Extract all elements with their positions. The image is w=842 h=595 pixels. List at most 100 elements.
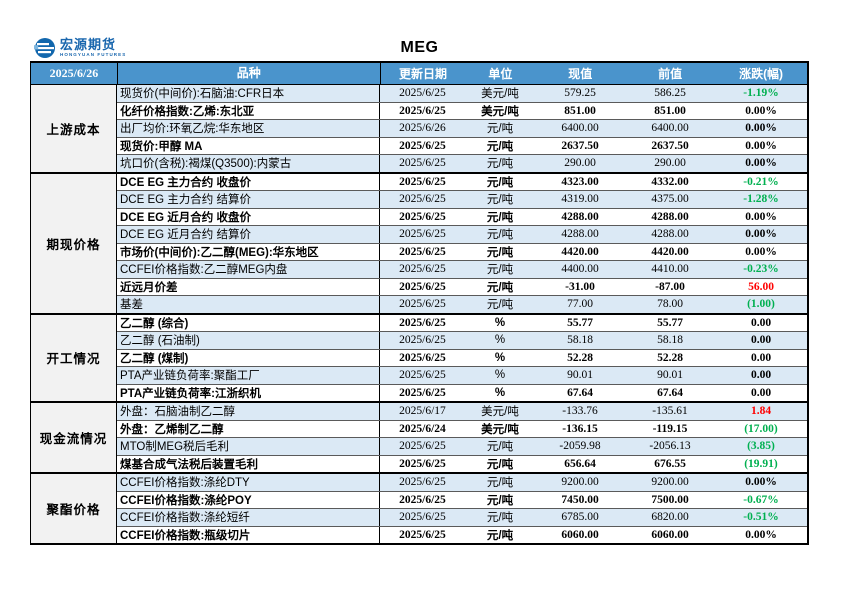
variety-cell: 外盘：乙烯制乙二醇 <box>117 420 380 437</box>
current-cell: 6060.00 <box>561 528 599 541</box>
change-cell: -0.21% <box>743 175 779 188</box>
table-row: 坑口价(含税):褐煤(Q3500):内蒙古 2025/6/25 元/吨 290.00 2… <box>117 154 807 172</box>
previous-cell: 290.00 <box>654 157 686 170</box>
column-header-variety: 品种 <box>118 63 381 84</box>
table-row: 近远月价差 2025/6/25 元/吨 -31.00 -87.00 56.00 <box>117 277 807 295</box>
change-cell: (19.91) <box>744 457 778 470</box>
unit-cell: % <box>494 386 506 399</box>
date-cell: 2025/6/25 <box>399 104 446 117</box>
table-section: 上游成本 现货价(中间价):石脑油:CFR日本 2025/6/25 美元/吨 579.2… <box>31 84 807 172</box>
unit-cell: 元/吨 <box>486 512 514 525</box>
variety-cell: 出厂均价:环氧乙烷:华东地区 <box>117 120 380 137</box>
previous-cell: 4410.00 <box>651 263 689 276</box>
variety-cell: 外盘：石脑油制乙二醇 <box>117 403 380 420</box>
current-cell: 9200.00 <box>561 476 599 489</box>
report-topbar: 宏源期货 HONGYUAN FUTURES MEG <box>30 36 809 63</box>
current-cell: 77.00 <box>567 298 593 311</box>
previous-cell: 4375.00 <box>651 193 689 206</box>
previous-cell: 4288.00 <box>651 228 689 241</box>
change-cell: 0.00% <box>745 139 777 152</box>
variety-cell: MTO制MEG税后毛利 <box>117 438 380 455</box>
current-cell: 58.18 <box>567 334 593 347</box>
change-cell: 1.84 <box>750 405 772 418</box>
current-cell: 90.01 <box>567 369 593 382</box>
table-row: 基差 2025/6/25 元/吨 77.00 78.00 (1.00) <box>117 295 807 313</box>
current-cell: 55.77 <box>567 316 593 329</box>
table-row: CCFEI价格指数:涤纶短纤 2025/6/25 元/吨 6785.00 6820.00… <box>117 508 807 526</box>
unit-cell: 美元/吨 <box>481 88 519 101</box>
date-cell: 2025/6/25 <box>399 263 446 276</box>
variety-cell: DCE EG 主力合约 收盘价 <box>117 173 380 190</box>
table-row: 市场价(中间价):乙二醇(MEG):华东地区 2025/6/25 元/吨 4420.0… <box>117 242 807 260</box>
hongyuan-logo-icon <box>34 37 56 59</box>
previous-cell: -87.00 <box>655 280 685 293</box>
date-cell: 2025/6/25 <box>399 193 446 206</box>
unit-cell: 美元/吨 <box>481 406 519 419</box>
report-date: 2025/6/26 <box>31 63 118 84</box>
date-cell: 2025/6/25 <box>399 157 446 170</box>
table-row: CCFEI价格指数:瓶级切片 2025/6/25 元/吨 6060.00 6060.00… <box>117 525 807 543</box>
previous-cell: 2637.50 <box>651 139 689 152</box>
variety-cell: DCE EG 主力合约 结算价 <box>117 191 380 208</box>
table-row: 现货价:甲醇 MA 2025/6/25 元/吨 2637.50 2637.50 0.00% <box>117 136 807 154</box>
change-cell: 0.00 <box>750 316 772 329</box>
previous-cell: 6060.00 <box>651 528 689 541</box>
current-cell: 290.00 <box>564 157 596 170</box>
variety-cell: 现货价(中间价):石脑油:CFR日本 <box>117 85 380 102</box>
previous-cell: 52.28 <box>657 351 683 364</box>
variety-cell: 基差 <box>117 296 380 313</box>
date-cell: 2025/6/25 <box>399 457 446 470</box>
table-row: DCE EG 近月合约 收盘价 2025/6/25 元/吨 4288.00 4288.0… <box>117 207 807 225</box>
table-row: 外盘：乙烯制乙二醇 2025/6/24 美元/吨 -136.15 -119.15 (17.… <box>117 419 807 437</box>
unit-cell: 元/吨 <box>486 458 514 471</box>
variety-cell: 乙二醇 (综合) <box>117 314 380 331</box>
previous-cell: -135.61 <box>652 405 688 418</box>
change-cell: (1.00) <box>747 298 775 311</box>
column-header-previous: 前值 <box>658 67 683 81</box>
change-cell: 0.00% <box>745 228 777 241</box>
variety-cell: 乙二醇 (煤制) <box>117 349 380 366</box>
previous-cell: 7500.00 <box>651 493 689 506</box>
change-cell: 0.00 <box>750 386 772 399</box>
current-cell: 7450.00 <box>561 493 599 506</box>
table-row: DCE EG 近月合约 结算价 2025/6/25 元/吨 4288.00 4288.0… <box>117 225 807 243</box>
previous-cell: 4288.00 <box>651 210 689 223</box>
date-cell: 2025/6/25 <box>399 280 446 293</box>
unit-cell: 元/吨 <box>486 529 514 542</box>
unit-cell: % <box>494 316 506 329</box>
previous-cell: 4332.00 <box>651 175 689 188</box>
previous-cell: 6820.00 <box>651 511 689 524</box>
current-cell: 851.00 <box>564 104 596 117</box>
previous-cell: 58.18 <box>657 334 683 347</box>
variety-cell: 化纤价格指数:乙烯:东北亚 <box>117 102 380 119</box>
current-cell: -133.76 <box>562 405 598 418</box>
brand-name: 宏源期货 <box>60 37 117 53</box>
table-row: PTA产业链负荷率:聚酯工厂 2025/6/25% 90.01 90.01 0.00 <box>117 366 807 384</box>
unit-cell: 元/吨 <box>486 211 514 224</box>
current-cell: -2059.98 <box>559 440 601 453</box>
unit-cell: 元/吨 <box>486 229 514 242</box>
previous-cell: 586.25 <box>654 87 686 100</box>
change-cell: -0.23% <box>743 263 779 276</box>
current-cell: 2637.50 <box>561 139 599 152</box>
unit-cell: 元/吨 <box>486 176 514 189</box>
table-row: DCE EG 主力合约 收盘价 2025/6/25 元/吨 4323.00 4332.0… <box>117 173 807 190</box>
table-row: 现货价(中间价):石脑油:CFR日本 2025/6/25 美元/吨 579.25 586… <box>117 85 807 102</box>
meg-price-table: 2025/6/26 品种 更新日期 单位 现值 前值 涨跌(幅) 上游成本 现货价… <box>30 63 809 545</box>
date-cell: 2025/6/25 <box>399 476 446 489</box>
unit-cell: 元/吨 <box>486 494 514 507</box>
unit-cell: 元/吨 <box>486 281 514 294</box>
date-cell: 2025/6/25 <box>399 228 446 241</box>
current-cell: 4288.00 <box>561 228 599 241</box>
column-header-unit: 单位 <box>488 67 513 81</box>
table-row: 煤基合成气法税后装置毛利 2025/6/25 元/吨 656.64 676.55 (19.… <box>117 454 807 472</box>
date-cell: 2025/6/25 <box>399 316 446 329</box>
change-cell: 0.00% <box>745 528 777 541</box>
change-cell: 0.00% <box>745 122 777 135</box>
variety-cell: 现货价:甲醇 MA <box>117 137 380 154</box>
table-section: 开工情况 乙二醇 (综合) 2025/6/25% 55.77 55.77 0.00 乙二醇 … <box>31 312 807 401</box>
current-cell: -31.00 <box>565 280 595 293</box>
change-cell: 56.00 <box>748 280 774 293</box>
section-label: 期现价格 <box>31 173 117 313</box>
